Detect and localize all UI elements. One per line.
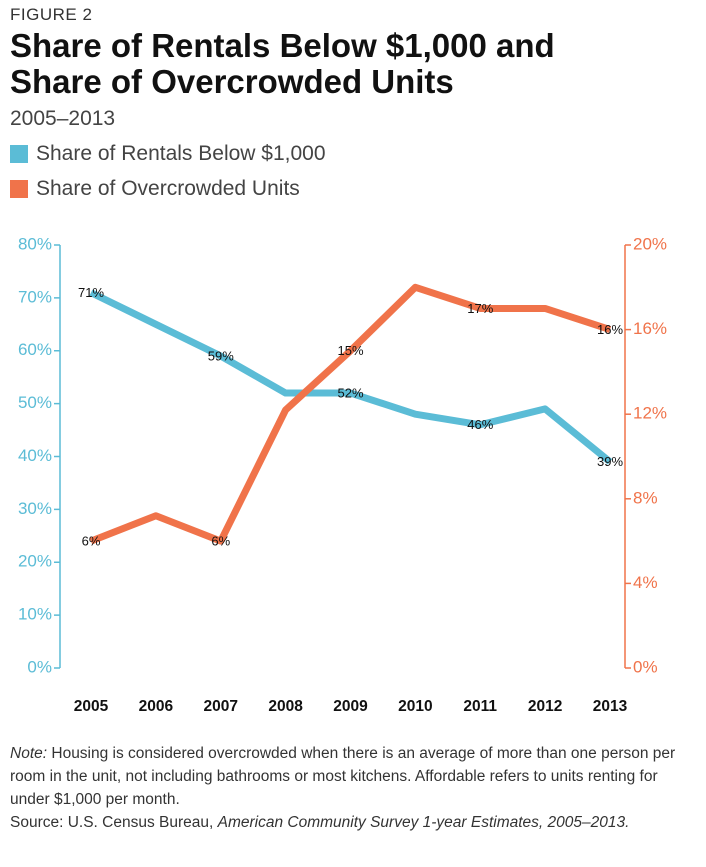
data-label: 52% (337, 385, 363, 400)
x-tick-label: 2005 (74, 698, 109, 715)
y2-tick-label: 4% (633, 573, 658, 592)
data-label: 16% (597, 322, 623, 337)
x-tick-label: 2008 (268, 698, 303, 715)
figure-label: FIGURE 2 (10, 5, 93, 24)
y-tick-label: 40% (18, 446, 52, 465)
series-line (89, 283, 612, 545)
chart-subtitle: 2005–2013 (10, 107, 116, 130)
data-label: 17% (467, 301, 493, 316)
legend-entry: Share of Rentals Below $1,000 (10, 142, 326, 166)
chart-title: Share of Rentals Below $1,000 and Share … (10, 27, 555, 100)
y2-tick-label: 12% (633, 404, 667, 423)
y-tick-label: 70% (18, 287, 52, 306)
legend-swatch (10, 180, 28, 198)
source-text: Source: U.S. Census Bureau, (10, 814, 214, 831)
y-tick-label: 80% (18, 234, 52, 253)
data-label: 71% (78, 285, 104, 300)
y-tick-label: 10% (18, 605, 52, 624)
y-tick-label: 60% (18, 340, 52, 359)
x-tick-label: 2012 (528, 698, 562, 715)
x-tick-label: 2009 (333, 698, 368, 715)
y2-tick-label: 16% (633, 319, 667, 338)
x-tick-label: 2013 (593, 698, 628, 715)
series-line (89, 289, 613, 465)
x-tick-label: 2007 (204, 698, 238, 715)
legend-entry: Share of Overcrowded Units (10, 177, 300, 201)
data-label: 59% (208, 348, 234, 363)
x-tick-label: 2006 (139, 698, 174, 715)
source: Source: U.S. Census Bureau, American Com… (10, 811, 690, 834)
note: Note: Housing is considered overcrowded … (10, 742, 690, 811)
y-tick-label: 0% (27, 657, 52, 676)
y2-tick-label: 0% (633, 657, 658, 676)
y2-tick-label: 20% (633, 234, 667, 253)
y-tick-label: 50% (18, 393, 52, 412)
y-tick-label: 20% (18, 552, 52, 571)
source-publication: American Community Survey 1-year Estimat… (217, 814, 630, 831)
legend-swatch (10, 145, 28, 163)
legend-label: Share of Overcrowded Units (36, 177, 300, 200)
note-text: Housing is considered overcrowded when t… (10, 745, 676, 808)
note-label: Note: (10, 745, 48, 762)
data-label: 6% (82, 534, 101, 549)
x-tick-label: 2010 (398, 698, 432, 715)
legend-label: Share of Rentals Below $1,000 (36, 142, 326, 165)
data-label: 15% (337, 343, 363, 358)
footnote: Note: Housing is considered overcrowded … (10, 742, 690, 834)
data-label: 39% (597, 454, 623, 469)
x-tick-label: 2011 (463, 698, 497, 715)
data-label: 6% (211, 534, 230, 549)
y2-tick-label: 8% (633, 488, 658, 507)
data-label: 46% (467, 417, 493, 432)
y-tick-label: 30% (18, 499, 52, 518)
